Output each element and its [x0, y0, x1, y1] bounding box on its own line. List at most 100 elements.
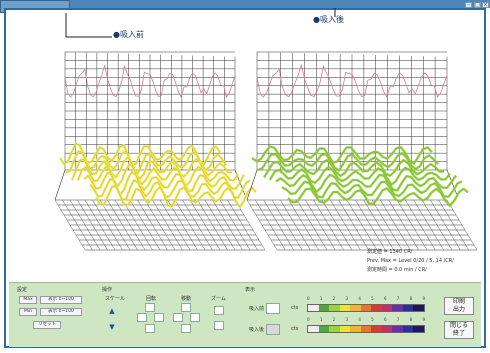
grid-line [62, 199, 93, 251]
grid-line [174, 199, 206, 251]
scale-swatch [381, 326, 393, 332]
title-bar [0, 0, 490, 8]
min-range-button[interactable]: 表示 0~100 [40, 308, 82, 316]
surface-ridge-outline [251, 146, 433, 164]
min-button[interactable]: Min [19, 308, 37, 316]
grid-line [280, 199, 311, 251]
grid-line [380, 199, 411, 251]
scale-swatch [339, 326, 351, 332]
grid-line [421, 199, 453, 251]
grid-line [144, 199, 176, 251]
scale-swatch [413, 326, 425, 332]
grid-line [122, 199, 153, 251]
floor-grid [246, 199, 478, 251]
grid-line [212, 199, 243, 251]
zoom-out-button[interactable] [214, 321, 224, 330]
grid-line [363, 199, 394, 251]
surface-ridge-outline [281, 181, 463, 198]
scale-swatch [308, 326, 319, 332]
grid-line [371, 199, 403, 251]
grid-line [321, 199, 353, 251]
scale-swatch [339, 305, 351, 311]
rotate-left-button[interactable] [137, 313, 147, 322]
scale-swatch [350, 326, 361, 332]
print-button[interactable]: 印刷 出力 [444, 297, 474, 315]
move-right-button[interactable] [190, 313, 200, 322]
move-up-button[interactable] [181, 303, 191, 312]
grid-line [54, 199, 86, 251]
floor-grid [54, 199, 265, 251]
grid-line [396, 199, 428, 251]
group-display-label: 表示 [245, 287, 256, 293]
surface-ridge-outline [77, 163, 239, 187]
grid-line [388, 199, 419, 251]
grid-line [296, 199, 328, 251]
surface-ridge-outline [71, 156, 233, 181]
grid-line [263, 199, 294, 251]
surface-ridge-outline [269, 166, 451, 185]
rotate-down-button[interactable] [145, 324, 155, 333]
grid-line [271, 199, 303, 251]
grid-line [99, 199, 131, 251]
grid-line [219, 199, 251, 251]
grid-line [92, 199, 123, 251]
scale-up-icon[interactable]: ▲ [109, 307, 115, 315]
grid-line [405, 199, 436, 251]
scale-swatch [360, 305, 372, 311]
grid-line [69, 199, 101, 251]
scale-swatch [371, 305, 382, 311]
rotate-label: 回転 [146, 296, 157, 302]
info-row: 測定値 = 1340 CR/ [367, 249, 413, 255]
grid-line [107, 199, 138, 251]
surface-ridge-outline [95, 185, 257, 208]
frame-edge [246, 169, 258, 201]
rotate-up-button[interactable] [145, 303, 155, 312]
chart-after [246, 51, 478, 251]
scale-swatch [308, 305, 319, 311]
grid-line [330, 199, 361, 251]
scale-swatch [392, 305, 403, 311]
surface-ridge-outline [287, 188, 469, 207]
max-button[interactable]: Max [19, 296, 37, 304]
chart-before [54, 51, 265, 251]
max-range-button[interactable]: 表示 0~100 [40, 296, 82, 304]
marker-connectors [65, 8, 336, 38]
scale-swatch [371, 326, 382, 332]
grid-line [338, 199, 369, 251]
surface-ridges [251, 145, 469, 207]
grid-line [189, 199, 221, 251]
grid-line [197, 199, 228, 251]
close-icon[interactable]: × [482, 2, 489, 8]
scale-unit-bottom: cts [291, 326, 299, 332]
grid-line [167, 199, 198, 251]
rotate-right-button[interactable] [154, 313, 164, 322]
grid-line [182, 199, 213, 251]
zoom-in-button[interactable] [214, 306, 224, 315]
color-swatch-before[interactable] [266, 303, 280, 314]
scale-swatch [329, 305, 340, 311]
minimize-icon[interactable]: – [465, 2, 472, 8]
move-down-button[interactable] [181, 324, 191, 333]
color-swatch-after[interactable] [266, 324, 280, 335]
surface-ridge-outline [257, 152, 439, 171]
surface-ridge-outline [83, 171, 245, 196]
reset-button[interactable]: リセット [33, 321, 61, 329]
maximize-icon[interactable]: □ [474, 2, 481, 8]
grid-line [288, 199, 319, 251]
wall-trace [64, 64, 236, 98]
group-settings-label: 設定 [17, 287, 28, 293]
scale-label: スケール [105, 296, 126, 302]
color-scale-after [307, 325, 425, 333]
scale-swatch [402, 326, 414, 332]
close-button[interactable]: 閉じる 終了 [444, 321, 474, 339]
scale-down-icon[interactable]: ▼ [109, 323, 115, 331]
grid-line [438, 199, 469, 251]
grid-line [159, 199, 191, 251]
scale-swatch [392, 326, 403, 332]
grid-line [246, 199, 278, 251]
scale-swatch [381, 305, 393, 311]
move-left-button[interactable] [173, 313, 183, 322]
surface-ridges [59, 142, 257, 208]
move-label: 移動 [181, 296, 192, 302]
info-row: Prev. Max = Level 0/20 / 5, 14 /CR/ [367, 258, 454, 264]
